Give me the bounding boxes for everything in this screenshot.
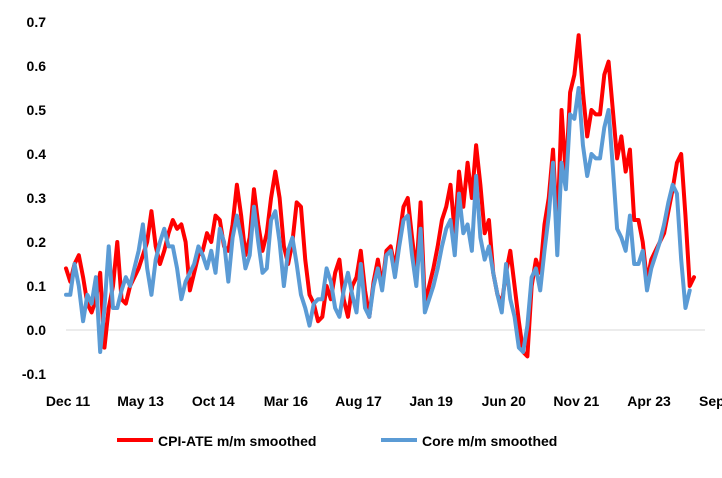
x-tick-label: Aug 17	[335, 393, 382, 409]
y-tick-label: 0.4	[27, 146, 47, 162]
legend: CPI-ATE m/m smoothed Core m/m smoothed	[117, 433, 557, 449]
x-tick-label: Jan 19	[409, 393, 453, 409]
x-tick-label: Jun 20	[482, 393, 527, 409]
x-tick-label: Nov 21	[553, 393, 599, 409]
y-tick-label: 0.1	[27, 278, 47, 294]
y-tick-label: 0.0	[27, 322, 47, 338]
series-line-cpi-ate	[64, 33, 696, 359]
series-layer	[64, 33, 696, 359]
legend-label: CPI-ATE m/m smoothed	[158, 433, 316, 449]
x-tick-label: May 13	[117, 393, 164, 409]
x-tick-label: Sep 24	[699, 393, 722, 409]
y-tick-label: 0.3	[27, 190, 47, 206]
x-tick-label: Dec 11	[46, 393, 91, 409]
x-tick-label: Apr 23	[627, 393, 671, 409]
y-tick-label: -0.1	[22, 366, 46, 382]
y-tick-label: 0.2	[27, 234, 47, 250]
x-axis: Dec 11 May 13 Oct 14 Mar 16 Aug 17 Jan 19 Jun …	[46, 329, 722, 409]
y-axis: -0.1 0.0 0.1 0.2 0.3 0.4 0.5 0.6 0.7	[22, 14, 46, 382]
y-tick-label: 0.5	[27, 102, 47, 118]
legend-label: Core m/m smoothed	[422, 433, 557, 449]
y-tick-label: 0.7	[27, 14, 47, 30]
x-tick-label: Mar 16	[264, 393, 309, 409]
series-line-core	[64, 86, 692, 354]
x-tick-label: Oct 14	[192, 393, 235, 409]
y-tick-label: 0.6	[27, 58, 47, 74]
